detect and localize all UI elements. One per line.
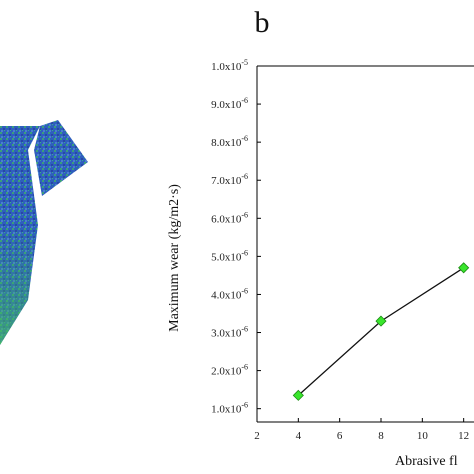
y-tick-label: 2.0x10-6 bbox=[211, 363, 248, 378]
y-tick-label: 9.0x10-6 bbox=[211, 96, 248, 111]
x-tick-label: 8 bbox=[378, 430, 384, 442]
y-tick-label: 4.0x10-6 bbox=[211, 286, 248, 301]
x-axis-label: Abrasive fl bbox=[395, 454, 458, 469]
data-point bbox=[458, 262, 470, 274]
y-tick-label: 1.0x10-6 bbox=[211, 401, 248, 416]
x-tick-label: 6 bbox=[337, 430, 343, 442]
series-group bbox=[292, 262, 470, 401]
chart-axes bbox=[256, 65, 474, 423]
x-tick-label: 4 bbox=[296, 430, 302, 442]
data-point bbox=[292, 389, 304, 401]
y-tick-label: 5.0x10-6 bbox=[211, 248, 248, 263]
mesh-green-region bbox=[0, 225, 36, 345]
y-tick-label: 6.0x10-6 bbox=[211, 210, 248, 225]
y-tick-label: 3.0x10-6 bbox=[211, 325, 248, 340]
y-tick-label: 1.0x10-5 bbox=[211, 58, 248, 73]
mesh-branch bbox=[34, 120, 88, 196]
x-tick-label: 2 bbox=[254, 430, 260, 442]
x-tick-label: 12 bbox=[458, 430, 469, 442]
data-point bbox=[375, 315, 387, 327]
y-tick-label: 7.0x10-6 bbox=[211, 172, 248, 187]
x-tick-label: 10 bbox=[417, 430, 429, 442]
series-line bbox=[297, 267, 465, 396]
panel-letter: b bbox=[255, 6, 270, 39]
y-tick-group: 1.0x10-6 2.0x10-6 3.0x10-6 4.0x10-6 5.0x10-6… bbox=[211, 58, 261, 416]
mesh-simulation-image bbox=[0, 120, 88, 345]
y-tick-label: 8.0x10-6 bbox=[211, 134, 248, 149]
y-axis-label: Maximum wear (kg/m2·s) bbox=[167, 184, 182, 332]
x-tick-group: 2 4 6 8 10 12 bbox=[254, 418, 469, 442]
